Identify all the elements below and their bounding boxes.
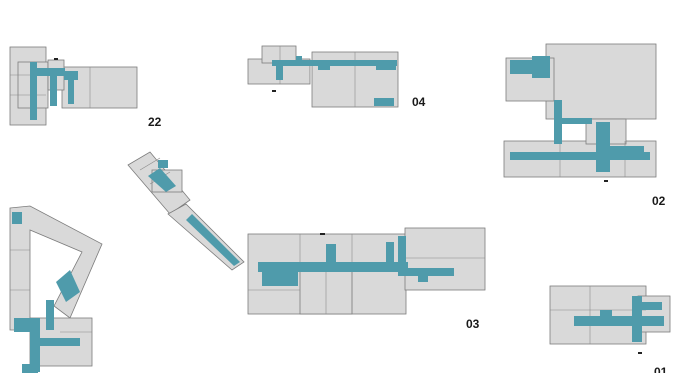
building-plan-02: 02 — [503, 43, 666, 208]
plan-label-01: 01 — [654, 365, 668, 373]
plan-label-02: 02 — [652, 194, 666, 208]
building-plan-bottom-left — [9, 205, 103, 373]
plan-label-04: 04 — [412, 95, 426, 109]
building-plan-04: 04 — [247, 45, 426, 109]
building-plan-22: 22 — [9, 46, 162, 129]
plan-label-22: 22 — [148, 115, 162, 129]
building-plan-diagonal-wing — [127, 151, 245, 271]
building-plan-03: 03 — [247, 227, 486, 331]
building-plan-01: 01 — [549, 285, 671, 373]
plan-label-03: 03 — [466, 317, 480, 331]
